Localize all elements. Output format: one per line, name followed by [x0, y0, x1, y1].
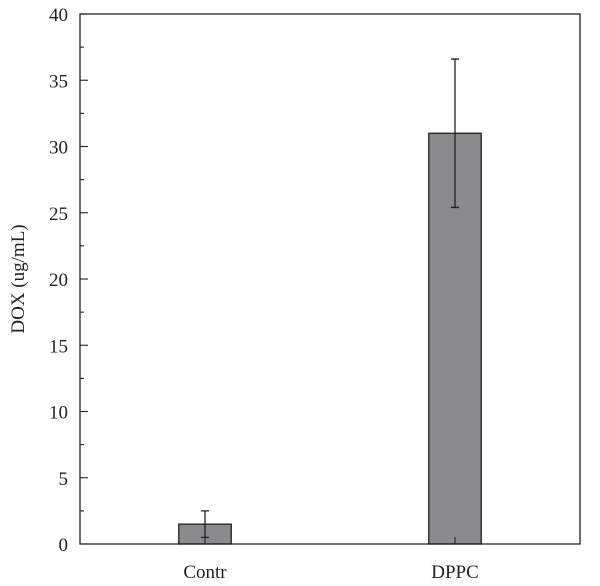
x-tick-label: Contr [183, 562, 227, 583]
y-tick-label: 35 [49, 71, 68, 92]
y-tick-label: 30 [49, 138, 68, 159]
y-tick-label: 0 [59, 535, 69, 556]
y-tick-label: 15 [49, 336, 68, 357]
bars [178, 58, 482, 545]
x-axis-ticks: Contr DPPC [183, 537, 479, 583]
y-tick-label: 20 [49, 270, 68, 291]
error-bar [451, 58, 459, 209]
y-tick-label: 25 [49, 204, 68, 225]
plot-frame [79, 13, 581, 545]
y-tick-label: 5 [59, 469, 69, 490]
y-axis-ticks: 0 5 10 15 20 25 30 35 40 [49, 5, 88, 556]
y-tick-label: 40 [49, 5, 68, 26]
y-axis-label: DOX (ug/mL) [8, 224, 29, 333]
y-tick-label: 10 [49, 403, 68, 424]
x-tick-label: DPPC [431, 562, 479, 583]
